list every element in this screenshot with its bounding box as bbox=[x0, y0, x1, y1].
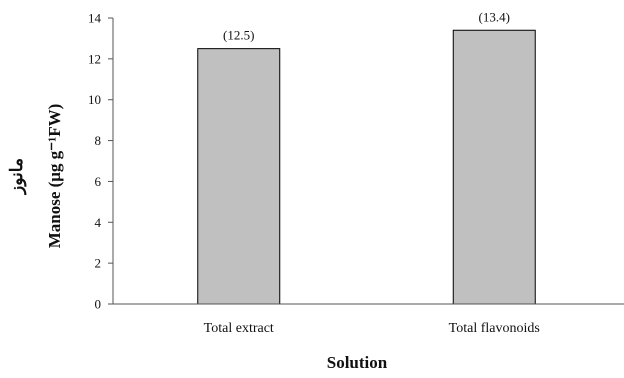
y-tick-label: 0 bbox=[95, 297, 102, 312]
bar bbox=[452, 29, 536, 305]
y-axis-ticks: 0 2 4 6 8 10 12 14 bbox=[88, 11, 113, 312]
x-tick-label: Total flavonoids bbox=[449, 321, 540, 336]
y-tick-label: 14 bbox=[88, 11, 102, 26]
y-tick-label: 6 bbox=[95, 174, 102, 189]
y-tick-label: 2 bbox=[95, 256, 102, 271]
x-axis-tick-labels: Total extract Total flavonoids bbox=[204, 321, 540, 336]
bars: (12.5) (13.4) bbox=[197, 9, 536, 305]
y-axis-title: Manose (μg g⁻¹FW) bbox=[45, 104, 64, 249]
y-axis-title-group: Manose (μg g⁻¹FW) مانوز bbox=[7, 104, 64, 249]
x-axis-title: Solution bbox=[327, 353, 388, 372]
y-tick-label: 10 bbox=[88, 92, 101, 107]
bar-data-label: (13.4) bbox=[479, 9, 510, 24]
y-tick-label: 8 bbox=[95, 133, 102, 148]
bar bbox=[197, 48, 281, 305]
x-tick-label: Total extract bbox=[204, 321, 274, 336]
y-tick-label: 12 bbox=[88, 51, 101, 66]
y-tick-label: 4 bbox=[95, 215, 102, 230]
y-axis-title-secondary: مانوز bbox=[7, 158, 27, 196]
bar-data-label: (12.5) bbox=[223, 28, 254, 43]
